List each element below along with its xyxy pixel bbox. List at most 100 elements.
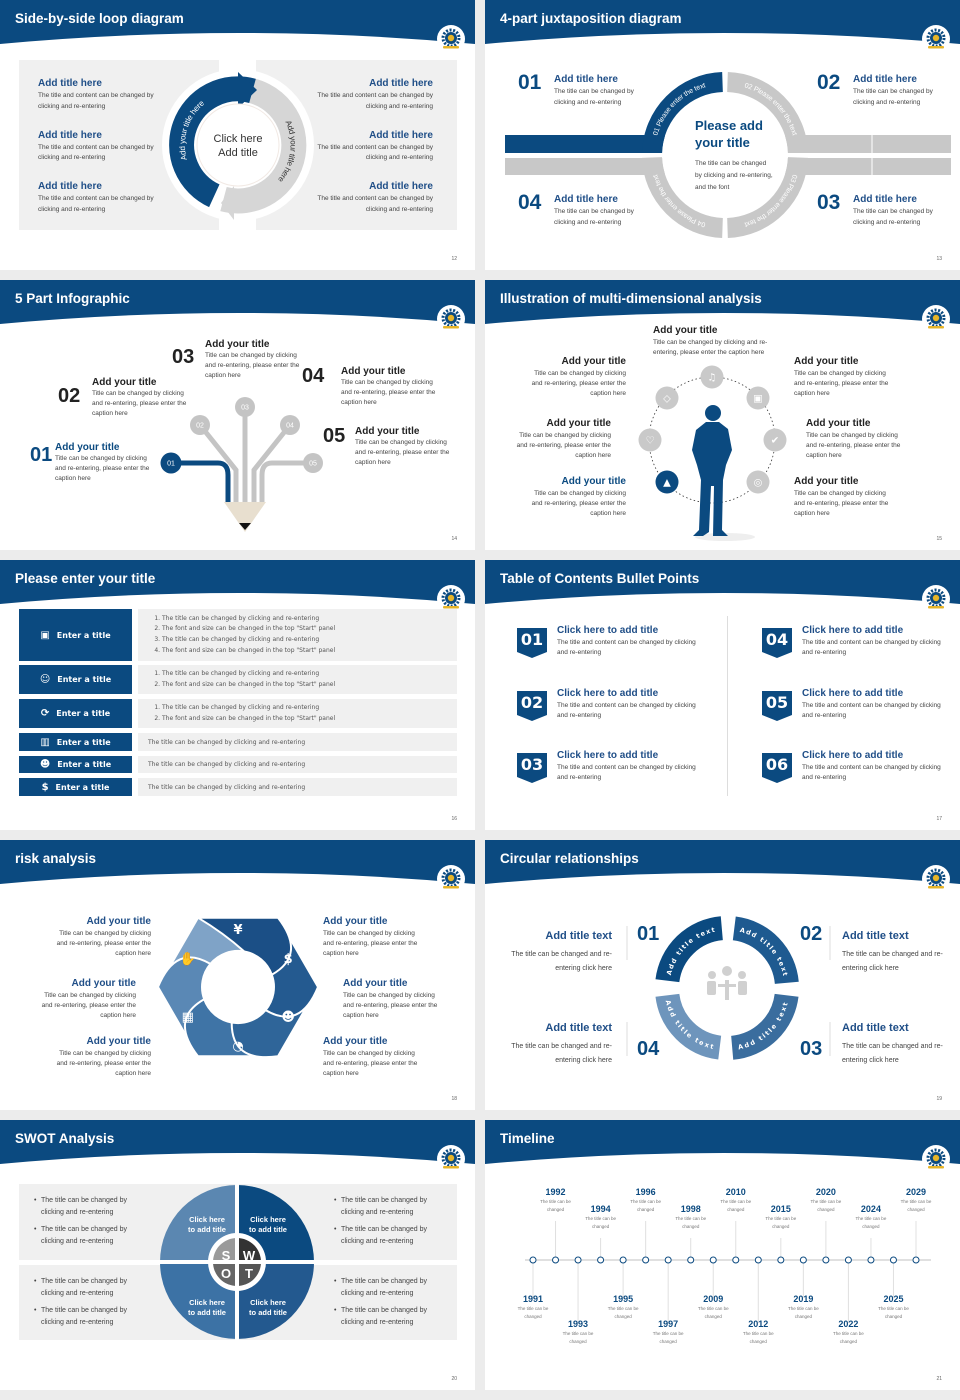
header-band xyxy=(0,280,475,324)
center-title[interactable]: Please add your title xyxy=(695,118,763,150)
item-title[interactable]: Add your title xyxy=(806,418,871,429)
slide-18[interactable]: risk analysis 18 ¥ $ ☻ ◔ ▦ ✋ Add your title Titl… xyxy=(0,840,475,1110)
item-title[interactable]: Add your title xyxy=(323,916,388,927)
quadrant-title[interactable]: Click here to add title xyxy=(249,1298,287,1317)
analysis-illustration: ♫ ◇ ▣ ♡ ✔ ▲ ◎ xyxy=(638,365,787,541)
center-title-line2[interactable]: Add title xyxy=(218,147,258,159)
item-title[interactable]: Add your title xyxy=(794,356,859,367)
event-year[interactable]: 2010 xyxy=(725,1187,746,1197)
item-title[interactable]: Add your title xyxy=(341,366,406,377)
item-title[interactable]: Add title here xyxy=(554,74,618,85)
slide-19[interactable]: Circular relationships 19 Add title text… xyxy=(485,840,960,1110)
item-title[interactable]: Add your title xyxy=(355,426,420,437)
event-year[interactable]: 2029 xyxy=(905,1187,927,1197)
item-title[interactable]: Click here to add title xyxy=(557,625,659,636)
event-year[interactable]: 2019 xyxy=(793,1294,814,1304)
item-title[interactable]: Click here to add title xyxy=(802,625,904,636)
item-title[interactable]: Add title text xyxy=(545,930,612,942)
bullet-item: The title can be changed by clicking and… xyxy=(334,1276,451,1300)
item-title[interactable]: Add your title xyxy=(205,339,270,350)
branch-node xyxy=(280,415,300,435)
event-year[interactable]: 1997 xyxy=(658,1319,679,1329)
event-year[interactable]: 1998 xyxy=(680,1204,701,1214)
item-desc: Title can be changed by clicking and re-… xyxy=(794,490,889,517)
right-item-title[interactable]: Add title here xyxy=(369,129,433,141)
event-year[interactable]: 2009 xyxy=(703,1294,724,1304)
slide-13[interactable]: 4-part juxtaposition diagram 13 01 Pleas… xyxy=(485,0,960,270)
event-year[interactable]: 2012 xyxy=(748,1319,769,1329)
slide-14[interactable]: 5 Part Infographic 14 01 02 03 04 05 01 Ad… xyxy=(0,280,475,550)
event-year[interactable]: 1994 xyxy=(590,1204,611,1214)
item-desc: The title can be changed and re-entering… xyxy=(842,1043,943,1064)
item-title[interactable]: Add your title xyxy=(86,1036,151,1047)
page-number: 15 xyxy=(936,535,942,542)
header-band xyxy=(485,280,960,324)
event-year[interactable]: 2024 xyxy=(860,1204,881,1214)
row-title: Enter a title xyxy=(57,760,112,769)
item-title[interactable]: Click here to add title xyxy=(802,750,904,761)
slide-12[interactable]: Side-by-side loop diagram 12 Add your ti… xyxy=(0,0,475,270)
list-item: The font and size can be changed in the … xyxy=(162,624,457,635)
event-year[interactable]: 1995 xyxy=(613,1294,634,1304)
event-year[interactable]: 1991 xyxy=(522,1294,544,1304)
slide-20[interactable]: SWOT Analysis 20 S W O T Click here to add ti… xyxy=(0,1120,475,1390)
item-title[interactable]: Add your title xyxy=(546,418,611,429)
slide-15[interactable]: Illustration of multi-dimensional analys… xyxy=(485,280,960,550)
page-number: 12 xyxy=(451,255,457,262)
item-desc: The title and content can be changed by … xyxy=(802,702,941,719)
quadrant-title[interactable]: Click here to add title xyxy=(188,1298,226,1317)
left-item-title[interactable]: Add title here xyxy=(38,78,102,89)
item-title[interactable]: Add your title xyxy=(653,325,718,336)
row-title-button[interactable]: ☺ Enter a title xyxy=(19,665,132,694)
branch-line xyxy=(171,460,231,502)
item-title[interactable]: Click here to add title xyxy=(557,750,659,761)
right-item-desc: The title and content can be changed by … xyxy=(317,195,433,213)
item-title[interactable]: Add title text xyxy=(545,1022,612,1034)
left-item-title[interactable]: Add title here xyxy=(38,129,102,141)
center-title-line1[interactable]: Click here xyxy=(213,133,263,145)
item-title[interactable]: Add your title xyxy=(55,442,120,453)
event-year[interactable]: 1993 xyxy=(568,1319,589,1329)
event-year[interactable]: 1992 xyxy=(545,1187,566,1197)
slide-21[interactable]: Timeline 21 1991 The title can be changed 1… xyxy=(485,1120,960,1390)
item-title[interactable]: Add title text xyxy=(842,1022,909,1034)
event-desc: The title can be changed xyxy=(742,1331,774,1344)
item-desc: Title can be changed by clicking and re-… xyxy=(794,370,889,397)
left-item-title[interactable]: Add title here xyxy=(38,181,102,192)
event-year[interactable]: 2025 xyxy=(883,1294,904,1304)
item-title[interactable]: Add your title xyxy=(86,916,151,927)
item-title[interactable]: Add title here xyxy=(853,74,917,85)
item-title[interactable]: Add your title xyxy=(71,978,136,989)
row-title-button[interactable]: ⟳ Enter a title xyxy=(19,699,132,728)
event-year[interactable]: 2015 xyxy=(770,1204,791,1214)
slide-17[interactable]: Table of Contents Bullet Points 17 01 Clic… xyxy=(485,560,960,830)
right-item-title[interactable]: Add title here xyxy=(369,78,433,89)
item-desc: The title can be changed by clicking and… xyxy=(853,88,933,106)
item-title[interactable]: Add your title xyxy=(561,356,626,367)
item-title[interactable]: Add title text xyxy=(842,930,909,942)
bullet-item: The title can be changed by clicking and… xyxy=(334,1305,451,1329)
item-title[interactable]: Add your title xyxy=(323,1036,388,1047)
item-title[interactable]: Add your title xyxy=(561,476,626,487)
row-title-button[interactable]: ☻ Enter a title xyxy=(19,756,132,773)
item-title[interactable]: Add your title xyxy=(343,978,408,989)
item-title[interactable]: Add title here xyxy=(853,194,917,205)
item-title[interactable]: Add title here xyxy=(554,194,618,205)
item-title[interactable]: Click here to add title xyxy=(802,688,904,699)
right-item-title[interactable]: Add title here xyxy=(369,181,433,192)
item-title[interactable]: Add your title xyxy=(794,476,859,487)
event-year[interactable]: 1996 xyxy=(635,1187,656,1197)
item-title[interactable]: Add your title xyxy=(92,377,157,388)
row-title-button[interactable]: ▣ Enter a title xyxy=(19,609,132,661)
quadrant-title[interactable]: Click here to add title xyxy=(249,1215,287,1234)
timeline-dot xyxy=(867,1256,875,1264)
item-title[interactable]: Click here to add title xyxy=(557,688,659,699)
slide-title: Illustration of multi-dimensional analys… xyxy=(500,291,762,306)
row-title-button[interactable]: ▥ Enter a title xyxy=(19,733,132,751)
slide-16[interactable]: Please enter your title 16 ▣ Enter a title… xyxy=(0,560,475,830)
row-title-button[interactable]: $ Enter a title xyxy=(19,778,132,796)
quadrant-title[interactable]: Click here to add title xyxy=(188,1215,226,1234)
timeline-dot xyxy=(889,1256,897,1264)
event-year[interactable]: 2020 xyxy=(815,1187,836,1197)
event-year[interactable]: 2022 xyxy=(838,1319,859,1329)
